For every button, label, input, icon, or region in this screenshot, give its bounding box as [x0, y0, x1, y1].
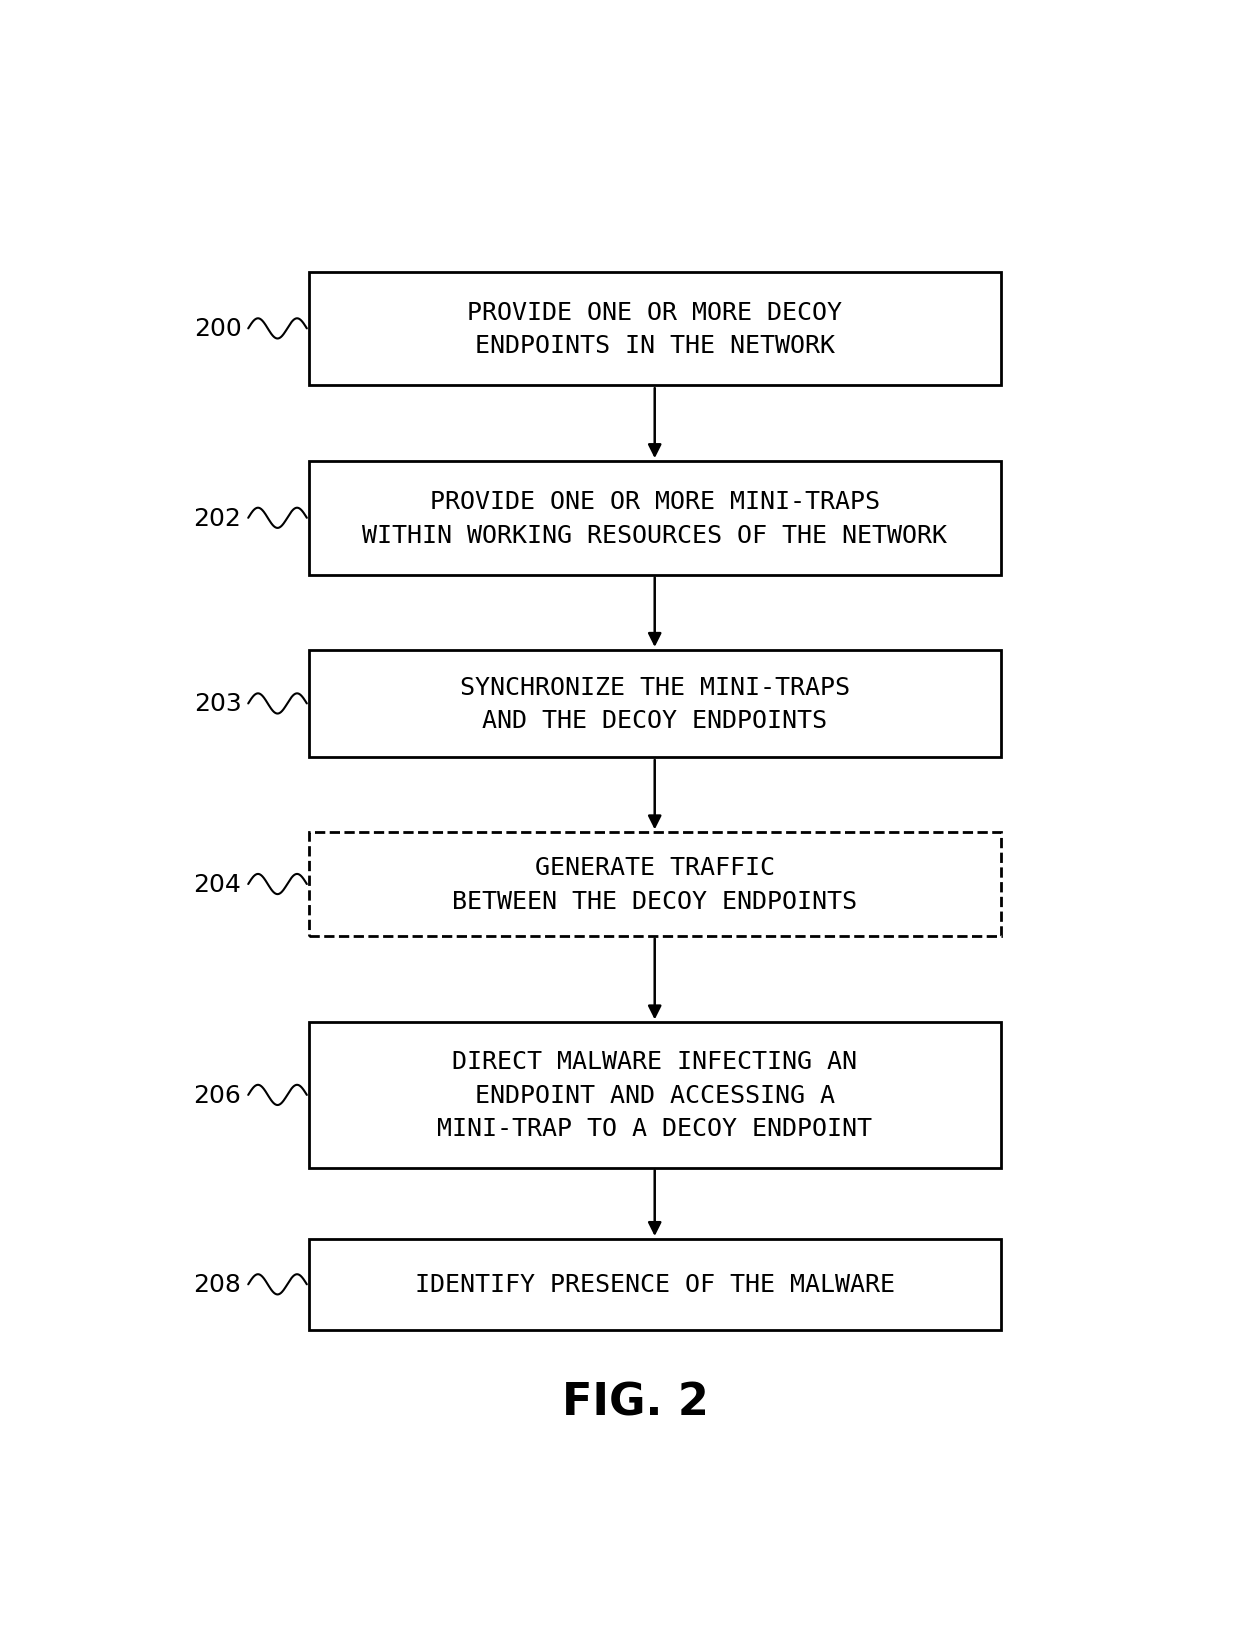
FancyBboxPatch shape: [309, 833, 1001, 936]
Text: 206: 206: [193, 1083, 242, 1108]
Text: 202: 202: [193, 506, 242, 531]
Text: GENERATE TRAFFIC
BETWEEN THE DECOY ENDPOINTS: GENERATE TRAFFIC BETWEEN THE DECOY ENDPO…: [453, 856, 857, 913]
FancyBboxPatch shape: [309, 651, 1001, 757]
Text: SYNCHRONIZE THE MINI-TRAPS
AND THE DECOY ENDPOINTS: SYNCHRONIZE THE MINI-TRAPS AND THE DECOY…: [460, 675, 849, 733]
Text: PROVIDE ONE OR MORE MINI-TRAPS
WITHIN WORKING RESOURCES OF THE NETWORK: PROVIDE ONE OR MORE MINI-TRAPS WITHIN WO…: [362, 490, 947, 547]
Text: 208: 208: [193, 1272, 242, 1296]
Text: 200: 200: [193, 318, 242, 341]
FancyBboxPatch shape: [309, 1239, 1001, 1329]
Text: IDENTIFY PRESENCE OF THE MALWARE: IDENTIFY PRESENCE OF THE MALWARE: [414, 1272, 895, 1296]
Text: 203: 203: [193, 692, 242, 716]
FancyBboxPatch shape: [309, 462, 1001, 575]
Text: PROVIDE ONE OR MORE DECOY
ENDPOINTS IN THE NETWORK: PROVIDE ONE OR MORE DECOY ENDPOINTS IN T…: [467, 300, 842, 357]
FancyBboxPatch shape: [309, 1023, 1001, 1169]
Text: 204: 204: [193, 872, 242, 897]
Text: FIG. 2: FIG. 2: [562, 1380, 709, 1423]
FancyBboxPatch shape: [309, 272, 1001, 387]
Text: DIRECT MALWARE INFECTING AN
ENDPOINT AND ACCESSING A
MINI-TRAP TO A DECOY ENDPOI: DIRECT MALWARE INFECTING AN ENDPOINT AND…: [438, 1049, 872, 1141]
